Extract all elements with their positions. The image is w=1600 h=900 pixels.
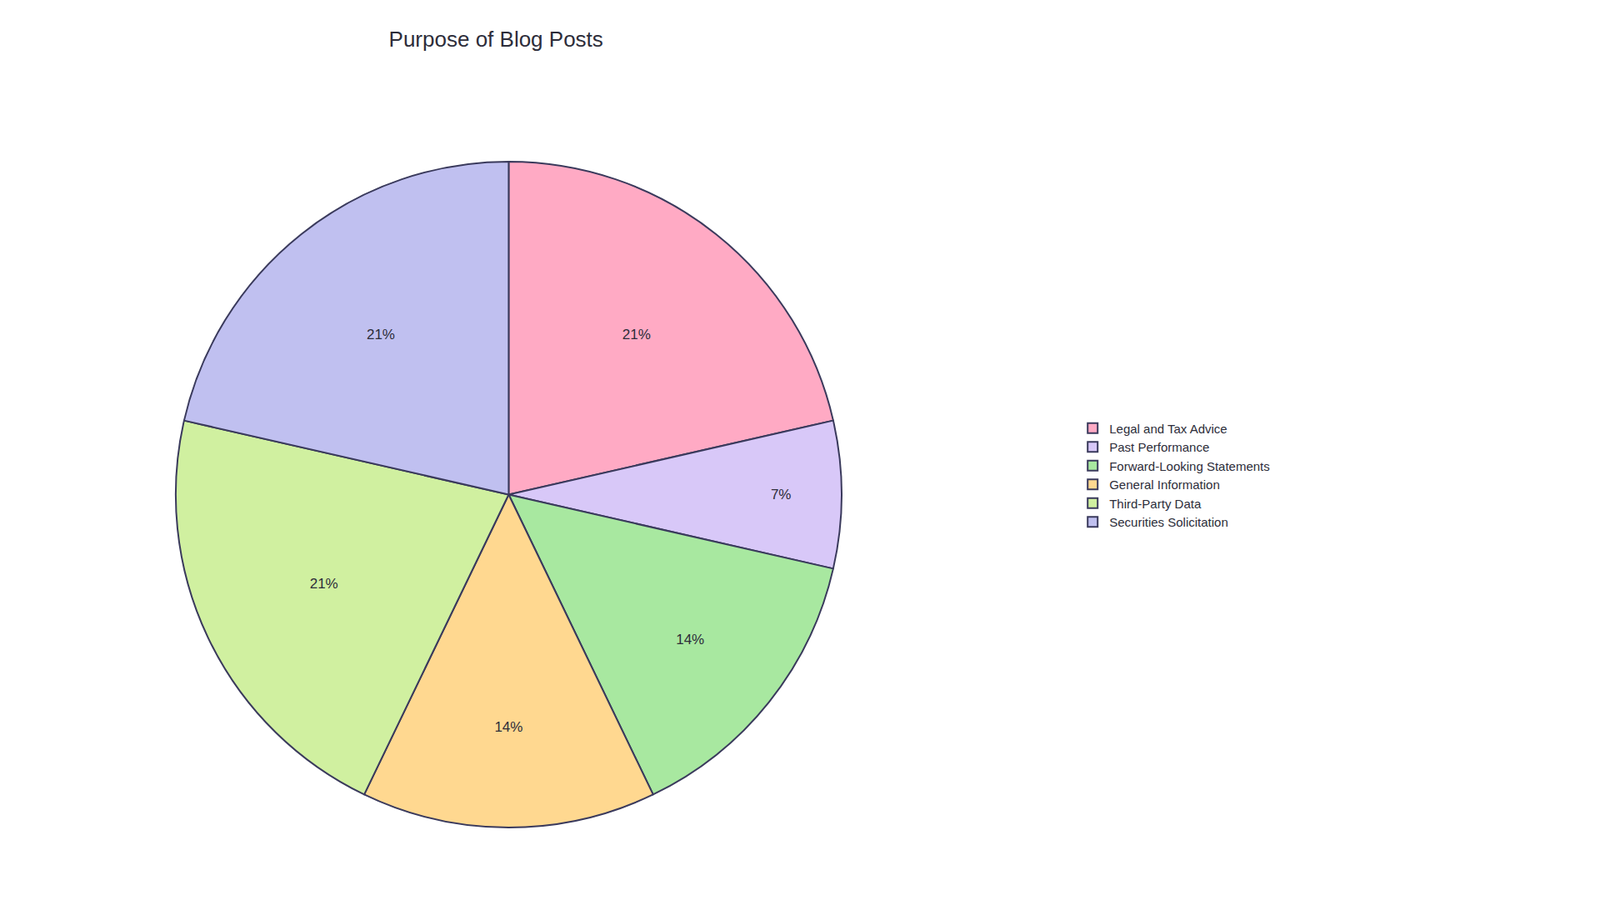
svg-text:14%: 14% xyxy=(494,719,523,735)
svg-text:Third-Party Data: Third-Party Data xyxy=(1109,496,1202,511)
svg-text:7%: 7% xyxy=(770,486,792,503)
svg-text:Purpose of Blog Posts: Purpose of Blog Posts xyxy=(389,26,604,52)
svg-text:14%: 14% xyxy=(675,631,705,648)
svg-text:Past Performance: Past Performance xyxy=(1109,440,1210,455)
svg-text:Legal and Tax Advice: Legal and Tax Advice xyxy=(1109,421,1228,436)
svg-text:General Information: General Information xyxy=(1109,477,1220,492)
svg-text:21%: 21% xyxy=(366,326,395,343)
svg-text:Securities Solicitation: Securities Solicitation xyxy=(1109,515,1229,530)
svg-text:Forward-Looking Statements: Forward-Looking Statements xyxy=(1109,459,1270,474)
svg-text:21%: 21% xyxy=(622,326,651,343)
svg-text:21%: 21% xyxy=(310,575,339,592)
